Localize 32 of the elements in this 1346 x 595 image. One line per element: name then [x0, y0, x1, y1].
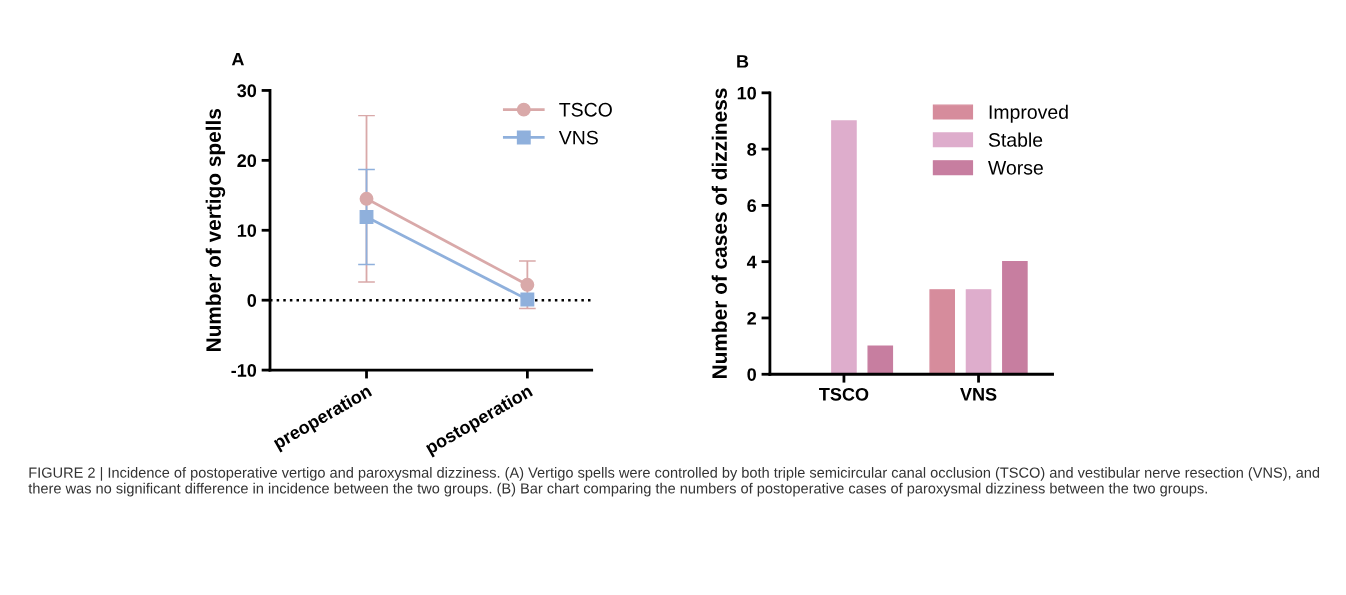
y-tick-label: 0	[747, 368, 756, 381]
y-tick-label: -10	[231, 364, 257, 377]
y-axis-title: Number of vertigo spells	[205, 108, 226, 351]
bar	[929, 289, 956, 375]
bar	[867, 345, 894, 375]
legend-label: TSCO	[559, 102, 612, 117]
legend-label: Stable	[988, 132, 1043, 147]
bar	[965, 289, 992, 375]
legend-label: VNS	[558, 130, 598, 145]
y-tick-label: 6	[747, 199, 757, 213]
bar	[831, 120, 857, 375]
y-tick-label: 2	[747, 311, 756, 325]
y-tick-label: 4	[746, 255, 757, 269]
x-tick-label: TSCO	[819, 387, 869, 401]
point	[359, 191, 374, 206]
y-axis-title: Number of cases of dizziness	[711, 88, 727, 379]
y-tick-label: 0	[247, 294, 257, 307]
y-tick-label: 10	[237, 224, 257, 237]
y-tick-label: 8	[747, 143, 757, 156]
legend-label: Worse	[988, 161, 1043, 175]
bar	[1002, 260, 1028, 375]
point	[520, 292, 535, 307]
chart-title: A	[231, 52, 244, 66]
legend-label: Improved	[989, 104, 1068, 123]
point	[359, 210, 374, 224]
point	[520, 277, 535, 292]
chart-title: B	[737, 55, 749, 68]
y-tick-label: 30	[237, 84, 257, 98]
caption: FIGURE 2 | Incidence of postoperative vertigo and paroxysmal dizziness. (A) Vertigo spells were controlled by both triple semicircular canal occlusion (TSCO) and vestibular nerve resection (VNS), and there was no significant difference in incidence between the two groups. (B) Bar chart comparing the numbers of postoperative cases of paroxysmal dizziness between the two groups.	[28, 467, 1320, 497]
y-tick-label: 20	[237, 154, 257, 168]
x-tick-label: VNS	[960, 387, 997, 401]
y-tick-label: 10	[737, 86, 756, 100]
